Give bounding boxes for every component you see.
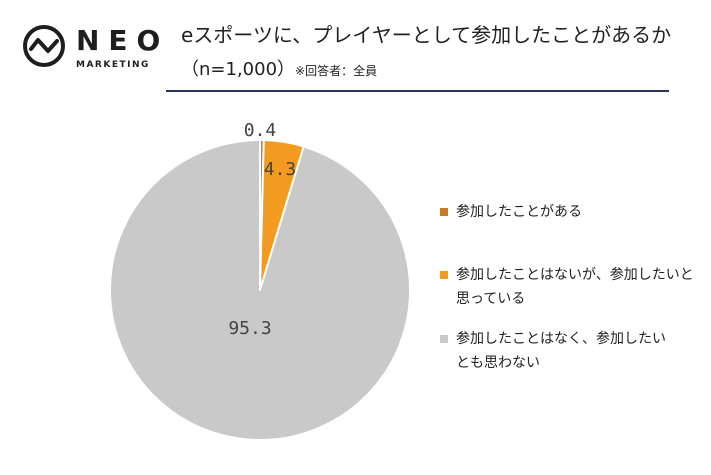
chart-title: eスポーツに、プレイヤーとして参加したことがあるか [181, 23, 672, 47]
sample-size: （n=1,000） [181, 59, 296, 80]
header-divider [166, 90, 669, 92]
neo-marketing-logo: NEO MARKETING [22, 24, 172, 84]
legend-item-0: 参加したことがある [440, 200, 582, 224]
respondent-note: ※回答者：全員 [295, 64, 378, 78]
legend-swatch-0 [440, 208, 448, 216]
legend-swatch-1 [440, 271, 448, 279]
legend-swatch-2 [440, 335, 448, 343]
legend-item-2: 参加したことはなく、参加したいとも思わない [440, 327, 666, 375]
legend-label-1: 参加したことはないが、参加したいと思っている [456, 267, 694, 307]
data-label-1: 4.3 [264, 159, 297, 180]
legend-item-1: 参加したことはないが、参加したいと思っている [440, 263, 696, 311]
legend-label-2: 参加したことはなく、参加したいとも思わない [456, 331, 666, 371]
legend-label-0: 参加したことがある [456, 204, 582, 220]
logo-subtitle: MARKETING [76, 60, 150, 70]
neo-logo-icon [23, 25, 65, 67]
pie-slice-2 [109, 139, 412, 441]
data-label-0: 0.4 [244, 120, 277, 141]
chart-subtitle: （n=1,000）※回答者：全員 [181, 58, 377, 83]
logo-name: NEO [76, 24, 170, 57]
data-label-2: 95.3 [228, 318, 271, 339]
